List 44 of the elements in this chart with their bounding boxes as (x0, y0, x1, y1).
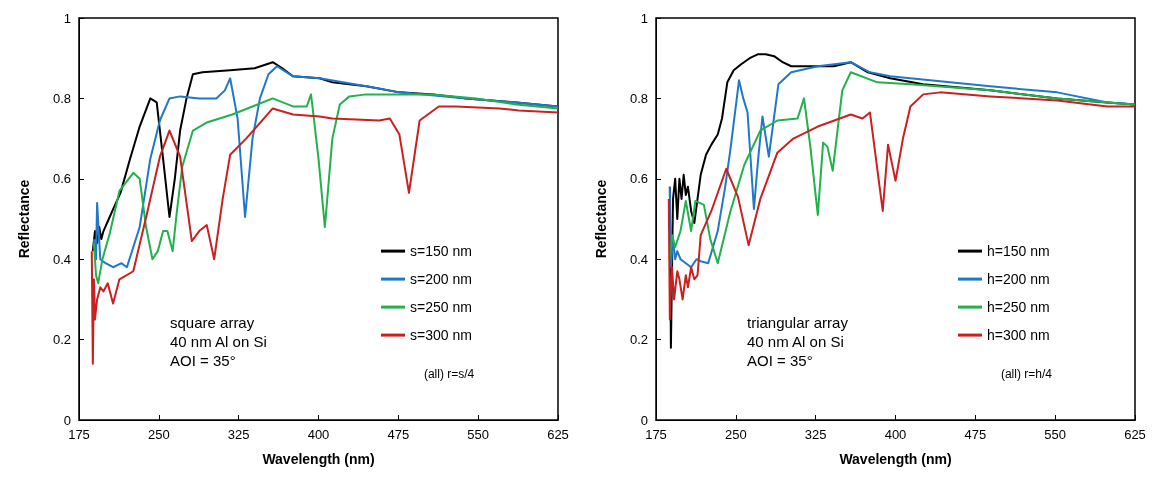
y-tick-label: 0.8 (629, 90, 648, 106)
legend-label: h=300 nm (986, 327, 1050, 344)
x-tick-label: 400 (884, 427, 907, 442)
x-tick-label: 550 (1044, 427, 1067, 442)
x-tick-label: 175 (645, 427, 667, 442)
legend-label: h=250 nm (986, 299, 1050, 316)
y-tick-label: 0.2 (52, 332, 71, 348)
x-tick-label: 475 (964, 427, 987, 442)
x-tick-label: 625 (1124, 427, 1146, 442)
x-tick-label: 475 (387, 427, 410, 442)
legend-label: h=200 nm (986, 271, 1050, 288)
x-tick-label: 175 (68, 427, 90, 442)
x-tick-label: 625 (547, 427, 569, 442)
x-tick-label: 550 (467, 427, 490, 442)
legend-label: h=150 nm (986, 243, 1050, 260)
legend-label: s=300 nm (409, 327, 472, 344)
x-axis-title: Wavelength (nm) (262, 451, 375, 467)
x-tick-label: 325 (804, 427, 827, 442)
y-tick-label: 0.6 (629, 171, 648, 187)
x-axis-title: Wavelength (nm) (839, 451, 952, 467)
y-tick-label: 1 (640, 10, 648, 26)
x-tick-label: 325 (227, 427, 250, 442)
y-tick-label: 0.4 (629, 251, 648, 267)
line-series (90, 105, 559, 365)
y-tick-label: 1 (63, 10, 71, 26)
x-tick-label: 250 (147, 427, 170, 442)
annotation: (all) r=s/4 (423, 366, 475, 381)
annotation: square array 40 nm Al on Si AOI = 35° (170, 314, 267, 370)
annotation: triangular array 40 nm Al on Si AOI = 35° (747, 314, 849, 370)
y-tick-label: 0.2 (629, 332, 648, 348)
y-tick-label: 0.6 (52, 171, 71, 187)
line-series (92, 93, 559, 285)
y-tick-label: 0 (63, 412, 71, 428)
annotation: (all) r=h/4 (1000, 366, 1053, 381)
legend-label: s=150 nm (409, 243, 472, 260)
y-axis-title: Reflectance (593, 179, 609, 259)
legend-label: s=200 nm (409, 271, 472, 288)
x-tick-label: 250 (724, 427, 747, 442)
y-tick-label: 0.4 (52, 251, 71, 267)
legend-label: s=250 nm (409, 299, 472, 316)
y-tick-label: 0.8 (52, 90, 71, 106)
y-tick-label: 0 (640, 412, 648, 428)
y-axis-title: Reflectance (16, 179, 32, 259)
x-tick-label: 400 (307, 427, 330, 442)
